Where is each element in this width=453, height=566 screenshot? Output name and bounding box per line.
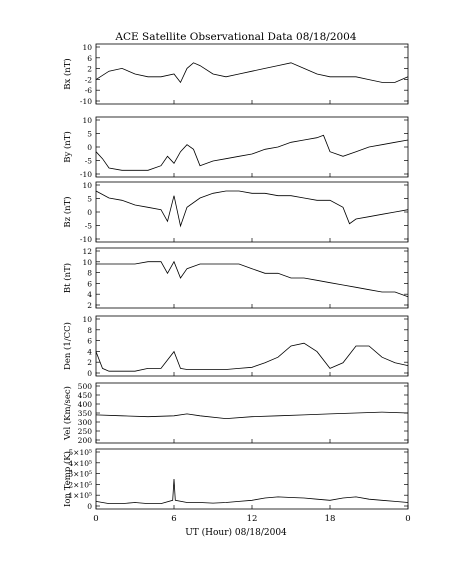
y-tick-label: 0: [87, 502, 92, 511]
y-tick-label: -2: [85, 75, 93, 84]
y-axis-label: Ion Temp (K): [62, 451, 73, 507]
y-axis-label: Den (1/CC): [62, 322, 73, 370]
y-tick-label: -5: [85, 222, 93, 231]
panel-4: 12 10 86 4 2 Bt (nT): [62, 247, 409, 310]
y-tick-label: 250: [78, 427, 93, 436]
y-axis-label: By (nT): [62, 131, 73, 163]
panel-5: 10 8 64 2 0 Den (1/CC): [62, 315, 409, 378]
y-tick-label: 350: [78, 409, 93, 418]
x-tick-label: 0: [93, 514, 98, 524]
y-tick-label: 500: [78, 382, 93, 391]
y-tick-label: 2×10⁵: [68, 480, 92, 489]
y-tick-label: 5×10⁵: [68, 448, 92, 457]
y-tick-label: 10: [82, 258, 92, 267]
panel-frame: [95, 116, 409, 178]
panel-frame: [95, 247, 409, 309]
y-tick-label: 10: [82, 116, 92, 125]
y-tick-label: 450: [78, 391, 93, 400]
series-line: [96, 260, 409, 298]
y-tick-label: 0: [87, 369, 92, 378]
y-tick-label: 5: [87, 130, 92, 139]
y-tick-label: 3×10⁵: [68, 470, 92, 479]
y-tick-label: 0: [87, 143, 92, 152]
y-tick-label: 12: [82, 247, 92, 256]
y-tick-label: 400: [78, 400, 93, 409]
y-tick-label: 8: [87, 326, 92, 335]
x-tick-label: 0: [405, 514, 410, 524]
y-tick-label: 2: [87, 358, 92, 367]
y-tick-label: 6: [87, 279, 92, 288]
panel-frame: [95, 181, 409, 243]
series-line: [95, 411, 409, 420]
panel-2: 10 5 0 -5 -10 By (nT): [62, 116, 409, 179]
y-tick-label: 4: [87, 347, 92, 356]
y-tick-label: 10: [82, 181, 92, 190]
y-tick-label: -10: [80, 97, 92, 106]
y-tick-label: 6: [87, 337, 92, 346]
series-line: [95, 62, 409, 84]
x-axis-label: UT (Hour) 08/18/2004: [185, 527, 287, 538]
y-tick-label: 1×10⁵: [68, 491, 92, 500]
y-tick-label: 6: [87, 54, 92, 63]
y-tick-label: 5: [87, 195, 92, 204]
series-line: [95, 134, 409, 171]
series-line: [95, 478, 409, 505]
y-axis-label: Bt (nT): [62, 263, 73, 293]
y-tick-label: 4: [87, 290, 92, 299]
y-axis-label: Vel (Km/sec): [62, 386, 73, 441]
x-tick-label: 6: [171, 514, 176, 524]
y-tick-label: -10: [80, 170, 92, 179]
y-tick-label: 200: [78, 436, 93, 445]
series-line: [95, 342, 409, 372]
y-tick-label: -10: [80, 235, 92, 244]
series-line: [95, 190, 409, 228]
y-tick-label: 300: [78, 418, 93, 427]
panel-3: 10 5 0 -5 -10 Bz (nT): [62, 181, 409, 244]
y-axis-label: Bz (nT): [62, 196, 73, 227]
x-tick-label: 18: [325, 514, 336, 524]
y-tick-label: 2: [87, 301, 92, 310]
y-tick-label: 2: [87, 65, 92, 74]
x-tick-label: 12: [247, 514, 258, 524]
chart-title: ACE Satellite Observational Data 08/18/2…: [114, 31, 356, 43]
panel-frame: [95, 43, 409, 105]
y-tick-label: 4×10⁵: [68, 459, 92, 468]
panel-1: 10 6 2-2 -6 -10 Bx (nT): [62, 43, 409, 106]
y-tick-label: 10: [82, 315, 92, 324]
y-tick-label: 10: [82, 43, 92, 52]
y-tick-label: -5: [85, 157, 93, 166]
y-tick-label: 8: [87, 269, 92, 278]
y-axis-label: Bx (nT): [62, 58, 73, 90]
y-tick-label: -6: [85, 86, 93, 95]
y-tick-label: 0: [87, 208, 92, 217]
